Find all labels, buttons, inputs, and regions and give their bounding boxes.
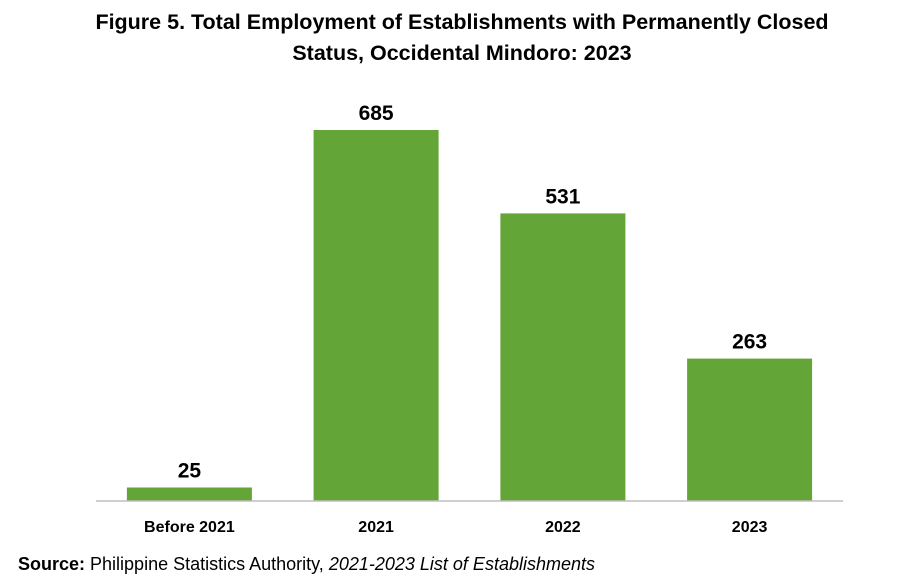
category-label-4: 2023 xyxy=(732,519,768,536)
category-label-1: Before 2021 xyxy=(144,519,235,536)
chart-title-line-2: Status, Occidental Mindoro: 2023 xyxy=(292,41,632,65)
bar-2 xyxy=(313,130,439,501)
chart-title: Figure 5. Total Employment of Establishm… xyxy=(0,7,924,69)
value-label-4: 263 xyxy=(732,331,767,354)
source-label: Source: xyxy=(18,554,86,574)
value-labels-group: 25 685 531 263 xyxy=(178,102,767,483)
source-text: Philippine Statistics Authority, xyxy=(85,554,329,574)
value-label-1: 25 xyxy=(178,460,202,483)
bar-1 xyxy=(126,487,252,501)
bar-4 xyxy=(687,358,813,501)
source-note: Source: Philippine Statistics Authority,… xyxy=(18,554,595,575)
category-labels-group: Before 2021 2021 2022 2023 xyxy=(144,519,767,536)
category-label-2: 2021 xyxy=(358,519,394,536)
value-label-3: 531 xyxy=(545,185,580,208)
value-label-2: 685 xyxy=(359,102,394,125)
category-label-3: 2022 xyxy=(545,519,581,536)
source-publication: 2021-2023 List of Establishments xyxy=(328,554,595,574)
bar-3 xyxy=(500,213,626,501)
bars-group xyxy=(126,130,813,501)
chart-title-line-1: Figure 5. Total Employment of Establishm… xyxy=(95,10,829,34)
